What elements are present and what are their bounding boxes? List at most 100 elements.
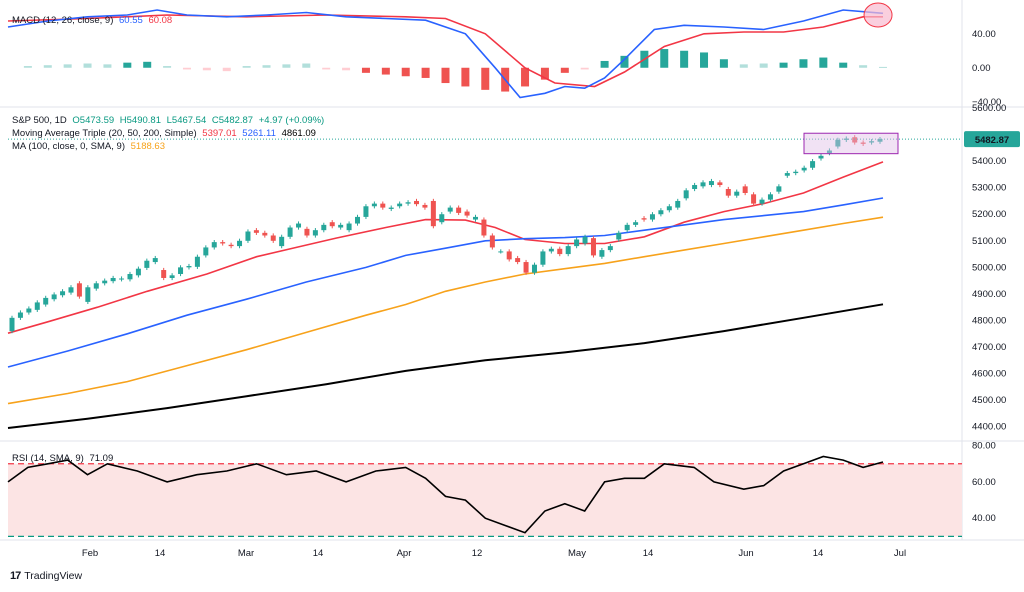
candle-body	[624, 224, 630, 231]
change-value: +4.97 (+0.09%)	[258, 115, 325, 126]
candle-body	[203, 247, 209, 256]
macd-histogram-bar	[302, 63, 311, 68]
candle-body	[835, 139, 841, 147]
candle-body	[666, 206, 672, 211]
candle-body	[110, 277, 116, 282]
candle-body	[481, 219, 487, 236]
candle-body	[649, 214, 655, 220]
macd-histogram-bar	[441, 67, 450, 84]
low-value: L5467.54	[166, 115, 207, 126]
candle-body	[186, 266, 192, 268]
candle-body	[346, 223, 352, 231]
time-axis-tick: 14	[643, 548, 654, 559]
candle-body	[51, 294, 57, 300]
macd-histogram-bar	[421, 67, 430, 78]
macd-histogram-bar	[819, 57, 828, 68]
macd-histogram-bar	[600, 60, 609, 68]
tradingview-brand[interactable]: 17 TradingView	[10, 570, 82, 582]
symbol-label[interactable]: S&P 500, 1D	[12, 115, 67, 126]
candle-body	[531, 264, 537, 273]
candle-body	[397, 203, 403, 207]
candle-body	[34, 302, 40, 310]
rsi-axis-tick: 60.00	[972, 477, 996, 488]
time-axis-tick: Feb	[82, 548, 98, 559]
macd-histogram-bar	[540, 67, 549, 80]
candle-body	[237, 240, 243, 247]
macd-histogram-bar	[342, 67, 351, 71]
rsi-legend-title[interactable]: RSI (14, SMA, 9)	[12, 453, 84, 464]
time-axis-tick: May	[568, 548, 586, 559]
rsi-band-fill	[8, 463, 962, 537]
candle-body	[312, 230, 318, 236]
macd-histogram-bar	[202, 67, 211, 71]
candle-body	[843, 138, 849, 140]
candle-body	[211, 242, 217, 248]
candle-body	[388, 207, 394, 209]
price-axis-tick: 4900.00	[972, 289, 1006, 300]
candle-body	[178, 267, 184, 274]
ma100-value: 5188.63	[130, 141, 165, 152]
candle-body	[405, 202, 411, 204]
candle-body	[43, 297, 49, 305]
last-price-label: 5482.87	[975, 135, 1009, 146]
macd-histogram-bar	[83, 63, 92, 68]
candle-body	[338, 224, 344, 228]
candle-body	[523, 262, 529, 273]
macd-legend: MACD (12, 26, close, 9) 60.55 60.08	[12, 14, 175, 27]
candle-body	[852, 137, 858, 143]
candle-body	[784, 173, 790, 176]
macd-histogram-bar	[322, 67, 331, 70]
macd-histogram-bar	[182, 67, 191, 70]
candle-body	[793, 171, 799, 174]
macd-histogram-bar	[381, 67, 390, 75]
time-axis-tick: Jul	[894, 548, 906, 559]
price-axis-tick: 4600.00	[972, 369, 1006, 380]
candle-body	[68, 287, 74, 293]
candle-body	[135, 268, 141, 276]
macd-histogram-bar	[481, 67, 490, 90]
macd-legend-value-1: 60.55	[119, 15, 143, 26]
candle-body	[228, 244, 234, 247]
candle-body	[717, 182, 723, 186]
macd-histogram-bar	[759, 63, 768, 68]
macd-histogram-bar	[401, 67, 410, 77]
ma100-line	[7, 216, 884, 405]
macd-histogram-bar	[361, 67, 370, 73]
candle-body	[414, 200, 420, 205]
time-axis-tick: 14	[813, 548, 824, 559]
candle-body	[161, 270, 167, 278]
last-price-label-bg	[964, 131, 1020, 148]
macd-macd-line	[7, 9, 884, 99]
candle-body	[826, 150, 832, 154]
candle-body	[877, 139, 883, 142]
price-axis-tick: 5600.00	[972, 103, 1006, 114]
candle-body	[582, 236, 588, 244]
price-axis-tick: 5400.00	[972, 156, 1006, 167]
candle-body	[304, 228, 310, 236]
macd-histogram-bar	[103, 64, 112, 68]
ma-triple-title[interactable]: Moving Average Triple (20, 50, 200, Simp…	[12, 128, 197, 139]
ma20-value: 5397.01	[202, 128, 237, 139]
rsi-legend: RSI (14, SMA, 9) 71.09	[12, 452, 116, 465]
candle-body	[818, 155, 824, 159]
candle-body	[296, 223, 302, 228]
macd-histogram-bar	[163, 66, 172, 68]
candle-body	[869, 141, 875, 143]
candle-body	[371, 203, 377, 207]
candle-body	[363, 206, 369, 217]
macd-histogram-bar	[660, 49, 669, 68]
consolidation-highlight-box	[803, 132, 899, 155]
candle-body	[9, 317, 15, 332]
macd-axis-tick: 0.00	[972, 63, 991, 74]
candle-body	[220, 242, 226, 244]
candle-body	[17, 312, 23, 318]
macd-histogram-bar	[839, 62, 848, 68]
ma100-title[interactable]: MA (100, close, 0, SMA, 9)	[12, 141, 125, 152]
macd-histogram-bar	[123, 62, 132, 68]
candle-body	[152, 258, 158, 263]
candle-body	[489, 235, 495, 248]
candle-body	[616, 232, 622, 240]
ma20-line	[7, 161, 884, 334]
open-value: O5473.59	[72, 115, 115, 126]
